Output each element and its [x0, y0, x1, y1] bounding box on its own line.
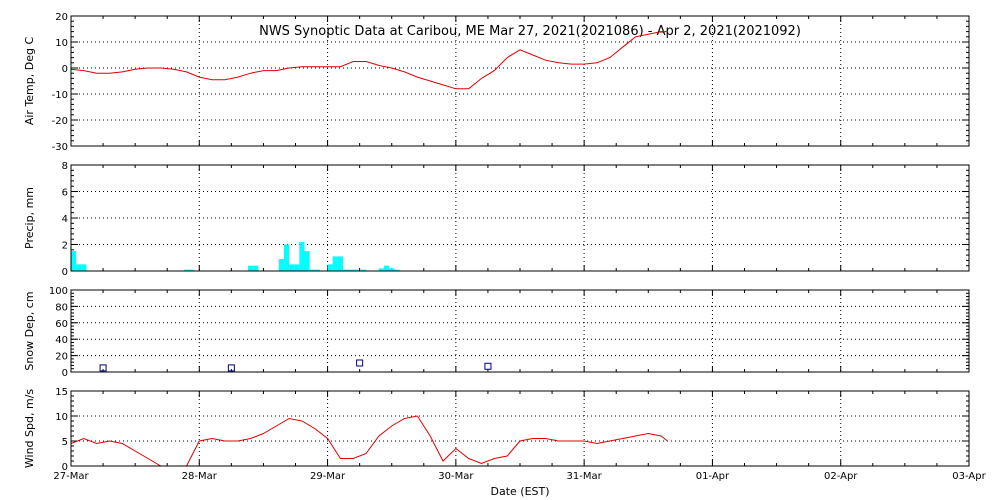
precip-bar: [248, 265, 254, 271]
snow-depth-point: [356, 359, 364, 367]
precip-y-axis-label: Precip, mm: [23, 187, 36, 249]
snow-depth-frame: [70, 289, 970, 373]
precip-bar: [314, 269, 320, 271]
wind-speed-y-tick-label: 0: [62, 462, 68, 473]
snow-depth-y-tick-label: 0: [62, 368, 68, 379]
precip-bar: [360, 269, 367, 271]
air-temp-panel: -30 -20 -10 0 10 20 Air Temp, Deg C: [23, 12, 970, 153]
precip-y-tick-label: 2: [62, 241, 68, 252]
air-temp-y-tick-label: 0: [62, 64, 68, 75]
panels: -30 -20 -10 0 10 20 Air Temp, Deg C 0 2 4 6 8 Precip…: [23, 12, 987, 482]
x-tick-label: 28-Mar: [182, 471, 218, 482]
precip-bar: [76, 264, 82, 271]
precip-bar: [332, 256, 338, 271]
x-tick-label: 30-Mar: [438, 471, 474, 482]
precip-frame: [70, 164, 970, 272]
wind-speed-panel: 0 5 10 15 Wind Spd, m/s: [23, 387, 970, 473]
snow-depth-panel: 0 20 40 60 80 100 Snow Dep, cm: [23, 286, 970, 379]
x-tick-label: 27-Mar: [53, 471, 89, 482]
precip-bar: [337, 256, 343, 271]
x-tick-label: 01-Apr: [696, 471, 730, 482]
precip-bar: [294, 264, 300, 271]
precip-y-tick-label: 4: [62, 214, 68, 225]
precip-bar: [299, 241, 305, 271]
air-temp-series-line: [70, 31, 668, 90]
precip-bar: [394, 269, 400, 271]
x-tick-label: 02-Apr: [824, 471, 858, 482]
snow-depth-y-tick-label: 100: [49, 286, 68, 297]
precip-bar: [304, 251, 310, 271]
precip-bar: [348, 269, 354, 271]
snow-depth-point: [227, 364, 235, 372]
air-temp-y-axis-label: Air Temp, Deg C: [23, 37, 36, 126]
air-temp-y-tick-label: -20: [52, 116, 68, 127]
air-temp-y-tick-label: -30: [52, 142, 68, 153]
precip-bar: [253, 265, 259, 271]
precip-bar: [378, 268, 385, 271]
snow-depth-y-tick-label: 20: [55, 352, 68, 363]
air-temp-y-tick-label: 20: [55, 12, 68, 23]
wind-speed-series-line: [70, 415, 668, 467]
wind-speed-y-tick-label: 10: [55, 412, 68, 423]
precip-bar: [353, 269, 359, 271]
x-tick-label: 31-Mar: [567, 471, 603, 482]
air-temp-frame: [70, 15, 970, 147]
snow-depth-y-tick-label: 60: [55, 319, 68, 330]
wind-speed-frame: [70, 390, 970, 467]
snow-depth-point: [99, 364, 107, 372]
precip-bar: [309, 269, 315, 271]
precip-bar: [278, 259, 284, 271]
precip-y-tick-label: 0: [62, 267, 68, 278]
precip-bar: [342, 269, 349, 271]
snow-depth-y-tick-label: 40: [55, 335, 68, 346]
wind-speed-y-tick-label: 15: [55, 387, 68, 398]
precip-bar: [71, 251, 77, 271]
air-temp-y-tick-label: 10: [55, 38, 68, 49]
wind-speed-y-axis-label: Wind Spd, m/s: [23, 389, 36, 469]
precip-bar: [389, 268, 395, 271]
precip-y-tick-label: 6: [62, 188, 68, 199]
x-tick-label: 29-Mar: [310, 471, 346, 482]
precip-bar: [283, 244, 290, 271]
air-temp-y-tick-label: -10: [52, 90, 68, 101]
chart-title: NWS Synoptic Data at Caribou, ME Mar 27,…: [259, 24, 801, 39]
precip-panel: 0 2 4 6 8 Precip, mm: [23, 161, 970, 278]
precip-bar: [189, 269, 195, 271]
precip-bar: [289, 264, 295, 271]
snow-depth-y-tick-label: 80: [55, 302, 68, 313]
x-axis-label: Date (EST): [490, 485, 549, 498]
x-tick-label: 03-Apr: [952, 471, 986, 482]
precip-bar: [327, 264, 333, 271]
precip-bar: [384, 265, 390, 271]
wind-speed-y-tick-label: 5: [62, 437, 68, 448]
precip-y-tick-label: 8: [62, 161, 68, 172]
snow-depth-y-axis-label: Snow Dep, cm: [23, 291, 36, 370]
precip-bar: [183, 269, 190, 271]
snow-depth-point: [484, 362, 492, 370]
precip-bar: [81, 264, 87, 271]
